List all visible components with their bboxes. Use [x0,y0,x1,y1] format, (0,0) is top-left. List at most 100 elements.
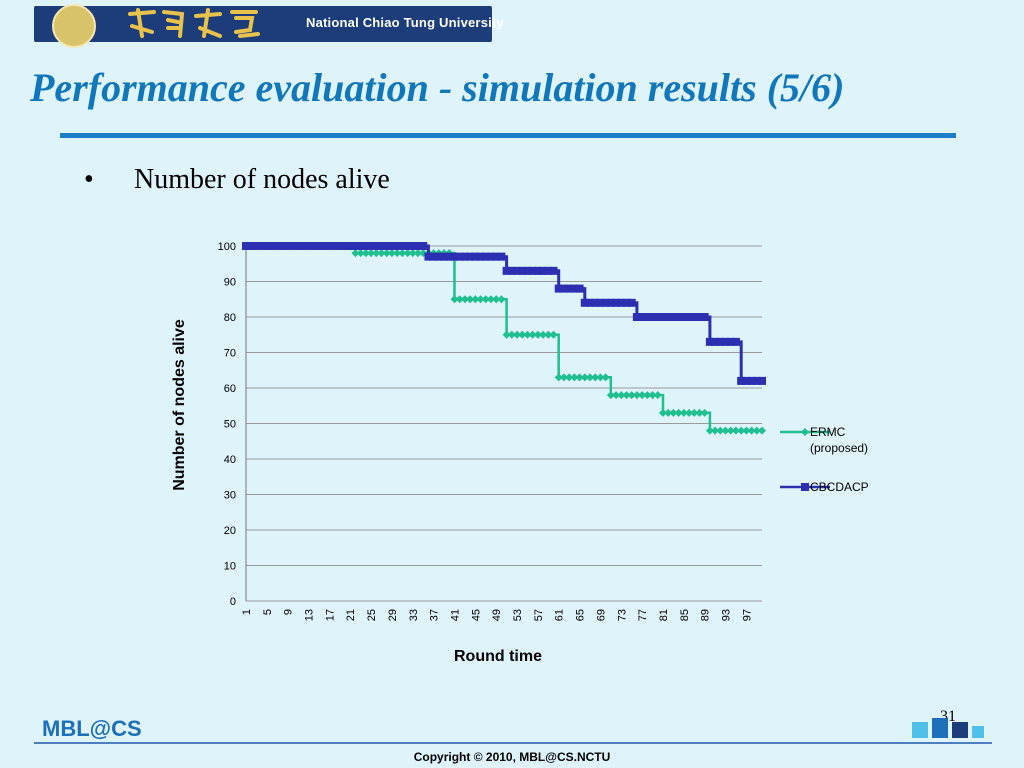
data-point-marker [466,295,475,304]
bullet-icon: • [84,164,94,195]
data-point-marker [658,408,667,417]
data-point-marker [320,242,329,250]
data-point-marker [653,391,662,400]
data-point-marker [429,252,438,261]
y-tick-label: 40 [224,454,236,466]
data-point-marker [752,426,761,435]
data-point-marker [330,242,339,250]
x-tick-label: 81 [658,609,670,621]
y-tick-label: 50 [224,419,236,431]
data-point-marker [679,313,688,321]
data-point-marker [554,373,563,382]
x-tick-label: 37 [429,609,441,621]
data-point-marker [533,330,542,339]
data-point-marker [460,252,469,261]
x-tick-label: 29 [387,609,399,621]
data-point-marker [346,242,355,250]
data-point-marker [685,313,694,321]
x-tick-label: 85 [679,609,691,621]
data-point-marker [372,249,381,258]
data-point-marker [476,295,485,304]
data-point-marker [507,330,516,339]
university-name: National Chiao Tung University [306,15,504,30]
data-point-marker [586,373,594,382]
data-point-marker [450,252,459,261]
data-point-marker [570,284,579,293]
data-point-marker [450,295,459,304]
data-point-marker [596,373,605,382]
data-point-marker [486,295,495,304]
data-point-marker [460,295,469,304]
data-point-marker [523,266,532,275]
data-point-marker [304,242,313,250]
data-point-marker [648,313,657,321]
data-point-marker [419,249,428,258]
data-point-marker [408,249,417,258]
data-point-marker [747,376,756,385]
data-point-marker [523,330,532,339]
data-point-marker [393,249,402,258]
y-tick-label: 100 [218,241,236,253]
data-point-marker [528,330,537,339]
chart-legend: ERMC (proposed) CBCDACP [780,425,869,494]
x-tick-label: 89 [700,609,712,621]
data-point-marker [690,313,699,321]
data-point-marker [747,426,756,435]
bullet-text: Number of nodes alive [134,164,390,195]
data-point-marker [247,242,256,250]
data-point-marker [278,242,287,250]
data-point-marker [497,295,506,304]
data-point-marker [294,242,303,250]
data-point-marker [502,330,511,339]
x-tick-label: 53 [512,609,524,621]
data-point-marker [408,242,417,250]
x-tick-label: 65 [575,609,587,621]
data-point-marker [268,242,277,250]
copyright-text: Copyright © 2010, MBL@CS.NCTU [413,750,611,764]
data-point-marker [544,330,553,339]
legend-label: ERMC (proposed) [810,425,868,455]
data-point-marker [627,298,636,307]
data-point-marker [356,242,365,250]
x-tick-label: 93 [721,609,733,621]
data-point-marker [325,242,334,250]
data-point-marker [361,242,370,250]
chinese-calligraphy-logo-icon [128,8,260,38]
data-point-marker [481,295,490,304]
data-point-marker [643,391,652,400]
data-point-marker [612,298,621,307]
x-tick-label: 61 [554,609,566,621]
data-point-marker [622,298,631,307]
data-point-marker [752,376,761,385]
data-point-marker [242,242,250,250]
data-point-marker [575,284,584,293]
data-point-marker [674,408,683,417]
data-point-marker [356,249,365,258]
data-point-marker [758,376,766,385]
y-tick-label: 20 [224,525,236,537]
data-point-marker [575,373,584,382]
data-point-marker [387,249,396,258]
x-tick-label: 25 [366,609,378,621]
x-tick-label: 49 [491,609,503,621]
data-point-marker [679,408,688,417]
data-point-marker [737,426,746,435]
legend-marker-icon [801,483,809,491]
data-point-marker [632,391,641,400]
chart-axes: 0 10 20 30 40 50 60 70 80 90 100 1 5 9 13 17 21 25 29 33 37 4… [218,241,754,621]
data-point-marker [559,284,568,293]
data-point-marker [565,284,574,293]
data-point-marker [351,242,360,250]
data-point-marker [742,426,751,435]
footer-brand-logo: MBL@CS [42,716,142,741]
nodes-alive-chart: 0 10 20 30 40 50 60 70 80 90 100 1 5 9 13 17 21 25 29 33 37 4… [171,241,869,665]
data-point-marker [711,426,720,435]
data-point-marker [440,252,449,261]
data-point-marker [544,266,553,275]
x-axis-label: Round time [454,648,542,665]
data-point-marker [612,391,621,400]
data-point-marker [648,391,657,400]
data-point-marker [658,313,667,321]
data-point-marker [497,252,506,261]
data-point-marker [638,313,647,321]
